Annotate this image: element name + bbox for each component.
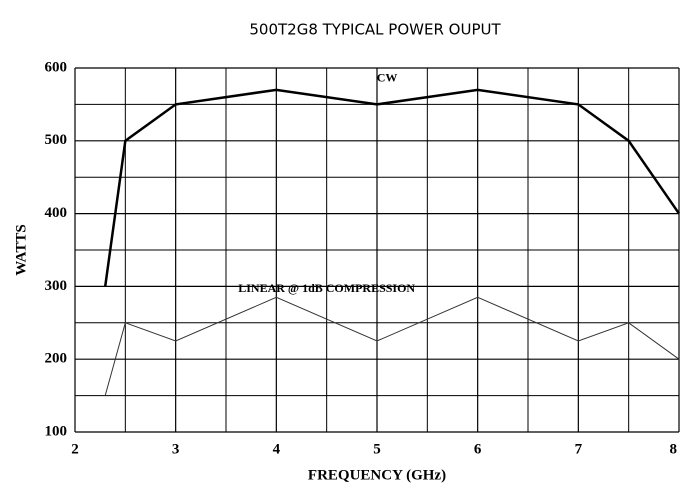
x-tick-label: 6: [474, 441, 482, 457]
y-tick-label: 200: [45, 351, 68, 367]
x-tick-label: 7: [575, 441, 583, 457]
series-line: [103, 88, 680, 287]
x-tick-label: 8: [670, 441, 678, 457]
series-line: [104, 296, 680, 396]
series-annotation: LINEAR @ 1dB COMPRESSION: [238, 281, 415, 295]
x-tick-label: 2: [71, 441, 79, 457]
y-axis-label: WATTS: [13, 224, 29, 275]
x-tick-label: 3: [172, 441, 180, 457]
y-tick-label: 600: [45, 59, 68, 75]
chart-title: 500T2G8 TYPICAL POWER OUPUT: [249, 21, 501, 39]
y-tick-label: 300: [45, 278, 68, 294]
x-tick-label: 4: [273, 441, 281, 457]
y-tick-label: 100: [45, 423, 68, 439]
y-tick-label: 500: [45, 132, 68, 148]
x-axis-label: FREQUENCY (GHz): [308, 467, 446, 483]
x-tick-label: 5: [373, 441, 381, 457]
y-tick-label: 400: [45, 205, 68, 221]
series-annotation: CW: [377, 71, 398, 85]
